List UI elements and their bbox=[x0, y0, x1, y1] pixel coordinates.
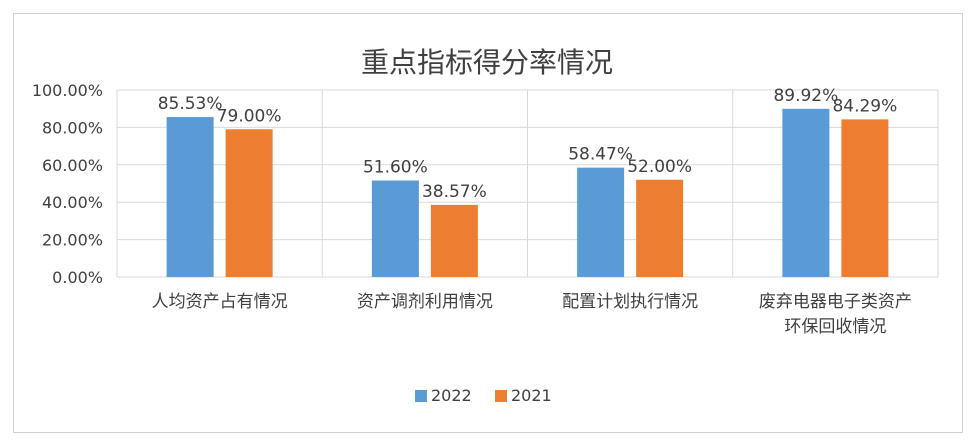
y-tick-label: 80.00% bbox=[42, 118, 103, 137]
y-tick-label: 20.00% bbox=[42, 231, 103, 250]
bar-2022-3 bbox=[577, 167, 625, 277]
data-label: 51.60% bbox=[363, 158, 428, 178]
data-label: 52.00% bbox=[627, 157, 692, 177]
y-tick-label: 0.00% bbox=[52, 268, 103, 287]
bar-2021-3 bbox=[636, 179, 684, 277]
legend: 2022 2021 bbox=[415, 386, 552, 405]
x-category-label: 资产调剂利用情况 bbox=[357, 292, 493, 312]
bar-2022-1 bbox=[166, 117, 214, 277]
bar-2021-4 bbox=[841, 119, 889, 277]
y-tick-label: 60.00% bbox=[42, 156, 103, 175]
data-label: 89.92% bbox=[773, 86, 838, 106]
chart-title: 重点指标得分率情况 bbox=[361, 46, 613, 79]
data-label: 85.53% bbox=[158, 94, 223, 114]
data-label: 79.00% bbox=[217, 106, 282, 126]
y-tick-label: 100.00% bbox=[32, 81, 103, 100]
bar-2022-4 bbox=[782, 108, 830, 277]
bar-2021-2 bbox=[430, 204, 478, 277]
x-category-label: 人均资产占有情况 bbox=[152, 292, 288, 312]
bars bbox=[166, 108, 889, 277]
bar-2022-2 bbox=[371, 180, 419, 277]
legend-swatch-2021 bbox=[495, 390, 507, 402]
y-tick-label: 40.00% bbox=[42, 193, 103, 212]
x-category-label: 环保回收情况 bbox=[784, 317, 886, 337]
data-label: 84.29% bbox=[832, 96, 897, 116]
x-category-label: 配置计划执行情况 bbox=[562, 292, 698, 312]
legend-label: 2022 bbox=[431, 386, 472, 405]
data-label: 38.57% bbox=[422, 182, 487, 202]
data-label: 58.47% bbox=[568, 145, 633, 165]
legend-label: 2021 bbox=[511, 386, 552, 405]
data-labels: 85.53%79.00% 51.60% 38.57% 58.47%52.00% 89.9… bbox=[158, 86, 898, 202]
y-axis-ticks: 0.00% 20.00% 40.00% 60.00% 80.00% 100.00% bbox=[32, 81, 103, 287]
bar-2021-1 bbox=[225, 129, 273, 277]
x-category-label: 废弃电器电子类资产 bbox=[759, 292, 912, 312]
legend-swatch-2022 bbox=[415, 390, 427, 402]
